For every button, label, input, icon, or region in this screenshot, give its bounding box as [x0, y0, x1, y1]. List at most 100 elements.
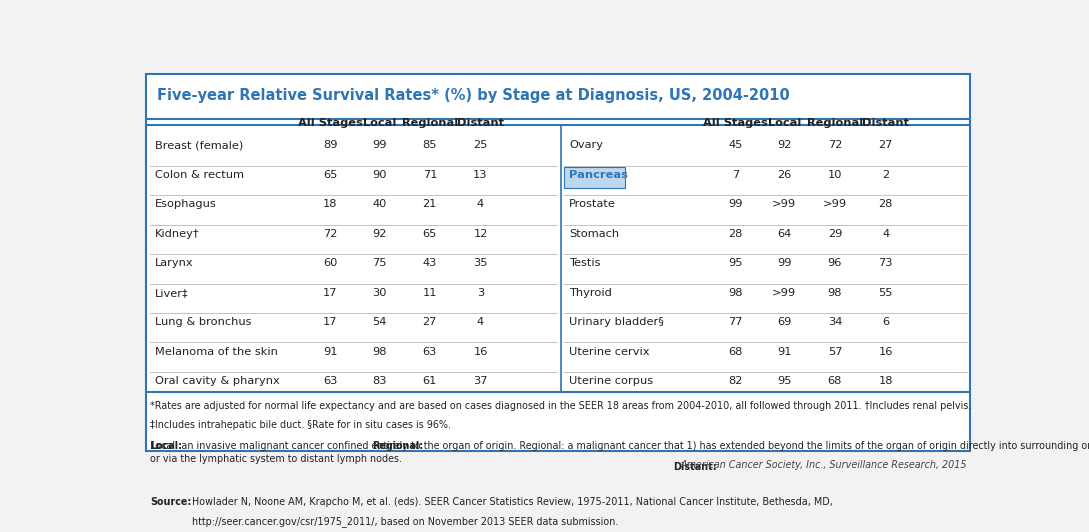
Text: 28: 28 — [729, 229, 743, 239]
Text: 72: 72 — [828, 140, 842, 151]
Text: 68: 68 — [729, 347, 743, 357]
Text: 99: 99 — [372, 140, 387, 151]
Text: Regional: Regional — [402, 118, 458, 128]
Text: Prostate: Prostate — [570, 200, 616, 210]
Text: 98: 98 — [729, 288, 743, 298]
Text: 65: 65 — [423, 229, 437, 239]
Text: 10: 10 — [828, 170, 842, 180]
Text: 89: 89 — [323, 140, 338, 151]
Text: Thyroid: Thyroid — [570, 288, 612, 298]
Text: 25: 25 — [474, 140, 488, 151]
Text: 17: 17 — [323, 318, 338, 327]
Text: 27: 27 — [879, 140, 893, 151]
Text: 13: 13 — [474, 170, 488, 180]
Text: 12: 12 — [474, 229, 488, 239]
Text: 4: 4 — [477, 318, 484, 327]
Text: 54: 54 — [372, 318, 387, 327]
Text: Regional:: Regional: — [372, 441, 424, 451]
Text: 95: 95 — [778, 377, 792, 386]
Text: 64: 64 — [778, 229, 792, 239]
Text: >99: >99 — [772, 200, 796, 210]
Text: 17: 17 — [323, 288, 338, 298]
Text: 55: 55 — [879, 288, 893, 298]
Text: 4: 4 — [477, 200, 484, 210]
Text: 4: 4 — [882, 229, 889, 239]
Text: *Rates are adjusted for normal life expectancy and are based on cases diagnosed : *Rates are adjusted for normal life expe… — [150, 401, 971, 411]
Text: Testis: Testis — [570, 259, 601, 269]
Text: Esophagus: Esophagus — [155, 200, 217, 210]
Text: 82: 82 — [729, 377, 743, 386]
Text: 98: 98 — [828, 288, 842, 298]
Text: Urinary bladder§: Urinary bladder§ — [570, 318, 664, 327]
Bar — [564, 167, 625, 188]
Text: 60: 60 — [323, 259, 338, 269]
Text: 92: 92 — [372, 229, 387, 239]
Text: 57: 57 — [828, 347, 842, 357]
Text: Ovary: Ovary — [570, 140, 603, 151]
Text: 68: 68 — [828, 377, 842, 386]
Text: 90: 90 — [372, 170, 387, 180]
Text: 16: 16 — [474, 347, 488, 357]
Text: 96: 96 — [828, 259, 842, 269]
Text: 43: 43 — [423, 259, 437, 269]
Text: 71: 71 — [423, 170, 437, 180]
Text: 18: 18 — [879, 377, 893, 386]
Text: Source:: Source: — [150, 497, 192, 508]
Text: >99: >99 — [772, 288, 796, 298]
Text: 92: 92 — [778, 140, 792, 151]
Text: Oral cavity & pharynx: Oral cavity & pharynx — [155, 377, 280, 386]
Text: Liver‡: Liver‡ — [155, 288, 188, 298]
Text: Breast (female): Breast (female) — [155, 140, 243, 151]
Text: Local: an invasive malignant cancer confined entirely to the organ of origin. Re: Local: an invasive malignant cancer conf… — [150, 441, 1089, 463]
Text: 28: 28 — [879, 200, 893, 210]
Text: 27: 27 — [423, 318, 437, 327]
Text: 18: 18 — [323, 200, 338, 210]
Text: 16: 16 — [879, 347, 893, 357]
Text: All Stages: All Stages — [298, 118, 363, 128]
Text: 2: 2 — [882, 170, 889, 180]
Text: Distant: Distant — [457, 118, 504, 128]
Text: Melanoma of the skin: Melanoma of the skin — [155, 347, 278, 357]
Text: 26: 26 — [778, 170, 792, 180]
Text: 63: 63 — [323, 377, 338, 386]
Text: 83: 83 — [372, 377, 387, 386]
Text: Distant:: Distant: — [673, 462, 717, 472]
Text: Kidney†: Kidney† — [155, 229, 199, 239]
Text: Five-year Relative Survival Rates* (%) by Stage at Diagnosis, US, 2004-2010: Five-year Relative Survival Rates* (%) b… — [157, 88, 790, 103]
Text: Colon & rectum: Colon & rectum — [155, 170, 244, 180]
Text: Stomach: Stomach — [570, 229, 620, 239]
Text: Regional: Regional — [807, 118, 864, 128]
Text: 61: 61 — [423, 377, 437, 386]
Text: 11: 11 — [423, 288, 437, 298]
Text: American Cancer Society, Inc., Surveillance Research, 2015: American Cancer Society, Inc., Surveilla… — [681, 460, 967, 470]
Text: 21: 21 — [423, 200, 437, 210]
Text: Pancreas: Pancreas — [570, 170, 628, 180]
Text: Larynx: Larynx — [155, 259, 194, 269]
Text: Local: Local — [363, 118, 396, 128]
Text: ‡Includes intrahepatic bile duct. §Rate for in situ cases is 96%.: ‡Includes intrahepatic bile duct. §Rate … — [150, 420, 452, 430]
Text: http://seer.cancer.gov/csr/1975_2011/, based on November 2013 SEER data submissi: http://seer.cancer.gov/csr/1975_2011/, b… — [192, 517, 619, 528]
Text: 91: 91 — [323, 347, 338, 357]
Text: 37: 37 — [474, 377, 488, 386]
Text: 95: 95 — [729, 259, 743, 269]
Text: Uterine corpus: Uterine corpus — [570, 377, 653, 386]
Text: 3: 3 — [477, 288, 485, 298]
Text: 65: 65 — [323, 170, 338, 180]
Text: 63: 63 — [423, 347, 437, 357]
Text: 7: 7 — [732, 170, 739, 180]
Text: All Stages: All Stages — [703, 118, 768, 128]
Text: 30: 30 — [372, 288, 387, 298]
Text: 40: 40 — [372, 200, 387, 210]
Text: 34: 34 — [828, 318, 842, 327]
Text: Lung & bronchus: Lung & bronchus — [155, 318, 252, 327]
Text: 85: 85 — [423, 140, 437, 151]
Text: 99: 99 — [778, 259, 792, 269]
Text: >99: >99 — [823, 200, 847, 210]
Text: 6: 6 — [882, 318, 889, 327]
Text: Howlader N, Noone AM, Krapcho M, et al. (eds). SEER Cancer Statistics Review, 19: Howlader N, Noone AM, Krapcho M, et al. … — [192, 497, 833, 508]
Text: 75: 75 — [372, 259, 387, 269]
Text: 91: 91 — [778, 347, 792, 357]
Text: 29: 29 — [828, 229, 842, 239]
Text: 77: 77 — [729, 318, 743, 327]
Text: 98: 98 — [372, 347, 387, 357]
